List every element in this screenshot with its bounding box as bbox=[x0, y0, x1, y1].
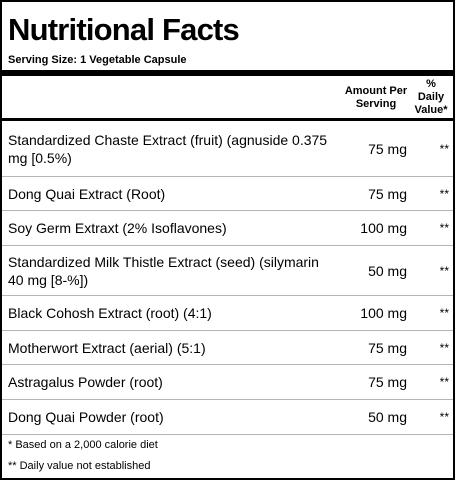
ingredient-name: Black Cohosh Extract (root) (4:1) bbox=[8, 305, 212, 321]
ingredient-amount: 100 mg bbox=[360, 305, 407, 321]
ingredient-table: Standardized Chaste Extract (fruit) (agn… bbox=[2, 121, 453, 435]
dv-header-line3: Value* bbox=[414, 104, 448, 116]
daily-value-header: % Daily Value* bbox=[411, 78, 451, 117]
ingredient-dv: ** bbox=[439, 141, 449, 156]
ingredient-dv: ** bbox=[439, 410, 449, 424]
ingredient-dv: ** bbox=[439, 306, 449, 320]
header-divider bbox=[2, 118, 453, 121]
ingredient-name: Dong Quai Extract (Root) bbox=[8, 185, 166, 202]
ingredient-amount: 75 mg bbox=[368, 140, 407, 157]
dv-header-line2: Daily bbox=[417, 91, 445, 103]
ingredient-amount: 50 mg bbox=[368, 262, 407, 279]
label-title: Nutritional Facts bbox=[8, 12, 240, 47]
ingredient-name: Soy Germ Extraxt (2% Isoflavones) bbox=[8, 220, 227, 236]
ingredient-name: Dong Quai Powder (root) bbox=[8, 409, 164, 425]
table-row: Dong Quai Extract (Root) 75 mg ** bbox=[2, 177, 453, 211]
ingredient-amount: 75 mg bbox=[368, 374, 407, 390]
ingredient-dv: ** bbox=[439, 186, 449, 201]
table-row: Astragalus Powder (root) 75 mg ** bbox=[2, 365, 453, 400]
amount-per-serving-header: Amount Per Serving bbox=[338, 85, 414, 111]
table-row: Standardized Chaste Extract (fruit) (agn… bbox=[2, 121, 453, 177]
serving-size: Serving Size: 1 Vegetable Capsule bbox=[8, 54, 187, 66]
ingredient-dv: ** bbox=[439, 263, 449, 278]
table-row: Black Cohosh Extract (root) (4:1) 100 mg… bbox=[2, 296, 453, 331]
table-row: Motherwort Extract (aerial) (5:1) 75 mg … bbox=[2, 331, 453, 365]
ingredient-name: Standardized Milk Thistle Extract (seed)… bbox=[8, 253, 319, 288]
ingredient-dv: ** bbox=[439, 375, 449, 389]
table-row: Soy Germ Extraxt (2% Isoflavones) 100 mg… bbox=[2, 211, 453, 246]
ingredient-name: Astragalus Powder (root) bbox=[8, 374, 163, 390]
ingredient-name: Motherwort Extract (aerial) (5:1) bbox=[8, 339, 206, 356]
ingredient-amount: 75 mg bbox=[368, 185, 407, 202]
footnote-daily-value: ** Daily value not established bbox=[8, 460, 151, 472]
ingredient-dv: ** bbox=[439, 340, 449, 355]
ingredient-amount: 50 mg bbox=[368, 409, 407, 425]
table-row: Standardized Milk Thistle Extract (seed)… bbox=[2, 246, 453, 296]
ingredient-amount: 75 mg bbox=[368, 339, 407, 356]
amount-header-line1: Amount Per bbox=[344, 85, 408, 97]
table-row: Dong Quai Powder (root) 50 mg ** bbox=[2, 400, 453, 435]
footnote-calorie: * Based on a 2,000 calorie diet bbox=[8, 439, 158, 451]
amount-header-line2: Serving bbox=[355, 98, 397, 110]
ingredient-dv: ** bbox=[439, 221, 449, 235]
ingredient-amount: 100 mg bbox=[360, 220, 407, 236]
thick-divider bbox=[2, 70, 453, 76]
dv-header-line1: % bbox=[426, 78, 436, 90]
ingredient-name: Standardized Chaste Extract (fruit) (agn… bbox=[8, 131, 328, 166]
